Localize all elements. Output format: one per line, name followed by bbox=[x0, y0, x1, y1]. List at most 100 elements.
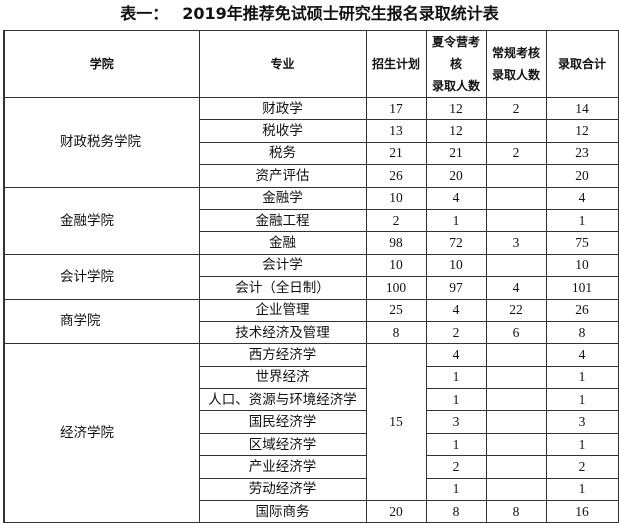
summer-cell: 12 bbox=[425, 96, 487, 121]
table-row: 技术经济及管理 8 2 6 8 bbox=[4, 320, 619, 345]
major-cell: 西方经济学 bbox=[198, 343, 367, 367]
table-row: 经济学院 西方经济学 15 4 4 bbox=[3, 343, 619, 523]
major-cell: 税务 bbox=[198, 141, 367, 166]
summer-cell: 1 bbox=[425, 365, 487, 390]
header-regular: 常规考核 录取人数 bbox=[485, 30, 547, 98]
major-cell: 会计学 bbox=[198, 253, 367, 278]
college-cell: 财政税务学院 bbox=[3, 97, 200, 188]
total-cell: 10 bbox=[545, 253, 619, 278]
major-cell: 企业管理 bbox=[198, 298, 367, 322]
major-cell: 财政学 bbox=[198, 96, 367, 121]
summer-cell: 1 bbox=[425, 432, 487, 457]
total-cell: 4 bbox=[545, 343, 619, 367]
regular-cell bbox=[485, 365, 547, 390]
total-cell: 12 bbox=[545, 119, 619, 143]
header-summer: 夏令营考核 录取人数 bbox=[425, 30, 487, 98]
plan-cell: 98 bbox=[365, 231, 427, 255]
major-cell: 国民经济学 bbox=[198, 410, 367, 434]
regular-cell bbox=[485, 253, 547, 278]
regular-cell bbox=[485, 432, 547, 457]
summer-cell: 2 bbox=[425, 455, 487, 479]
total-cell: 14 bbox=[545, 96, 619, 121]
table-row: 世界经济 1 1 bbox=[4, 365, 619, 390]
table-row: 人口、资源与环境经济学 1 1 bbox=[4, 388, 619, 412]
header-major: 专业 bbox=[198, 30, 367, 98]
college-cell: 经济学院 bbox=[3, 343, 200, 523]
total-cell: 4 bbox=[545, 186, 619, 210]
total-cell: 75 bbox=[545, 231, 619, 255]
admission-statistics-table: 学院 专业 招生计划 夏令营考核 录取人数 常规考核 录取人数 录取合计 财政税务学… bbox=[3, 30, 619, 523]
summer-cell: 8 bbox=[425, 500, 487, 523]
total-cell: 1 bbox=[545, 432, 619, 457]
regular-cell: 8 bbox=[485, 500, 547, 523]
plan-cell: 25 bbox=[365, 298, 427, 322]
total-cell: 1 bbox=[545, 208, 619, 233]
plan-cell: 26 bbox=[365, 164, 427, 188]
college-cell: 会计学院 bbox=[3, 253, 200, 300]
regular-cell bbox=[485, 208, 547, 233]
table-row: 劳动经济学 1 1 bbox=[4, 477, 619, 502]
plan-cell: 100 bbox=[365, 276, 427, 300]
plan-cell: 20 bbox=[365, 500, 427, 523]
summer-cell: 1 bbox=[425, 208, 487, 233]
major-cell: 人口、资源与环境经济学 bbox=[198, 388, 367, 412]
table-row: 税务 21 21 2 23 bbox=[4, 141, 619, 166]
major-cell: 技术经济及管理 bbox=[198, 320, 367, 345]
summer-cell: 4 bbox=[425, 186, 487, 210]
plan-cell: 10 bbox=[365, 253, 427, 278]
regular-cell bbox=[485, 410, 547, 434]
major-cell: 世界经济 bbox=[198, 365, 367, 390]
table-row: 商学院 企业管理 25 4 22 26 bbox=[3, 298, 619, 345]
major-cell: 产业经济学 bbox=[198, 455, 367, 479]
table-row: 国民经济学 3 3 bbox=[4, 410, 619, 434]
summer-cell: 10 bbox=[425, 253, 487, 278]
regular-cell bbox=[485, 388, 547, 412]
regular-cell bbox=[485, 455, 547, 479]
table-row: 会计学院 会计学 10 10 10 bbox=[3, 253, 619, 300]
total-cell: 16 bbox=[545, 500, 619, 523]
summer-cell: 2 bbox=[425, 320, 487, 345]
total-cell: 101 bbox=[545, 276, 619, 300]
total-cell: 23 bbox=[545, 141, 619, 166]
total-cell: 8 bbox=[545, 320, 619, 345]
regular-cell: 3 bbox=[485, 231, 547, 255]
plan-cell: 10 bbox=[365, 186, 427, 210]
plan-cell: 15 bbox=[365, 343, 427, 502]
summer-cell: 4 bbox=[425, 343, 487, 367]
summer-cell: 21 bbox=[425, 141, 487, 166]
total-cell: 1 bbox=[545, 477, 619, 502]
table-title-prefix: 表一： bbox=[120, 4, 169, 23]
college-cell: 金融学院 bbox=[3, 186, 200, 255]
summer-cell: 3 bbox=[425, 410, 487, 434]
plan-cell: 21 bbox=[365, 141, 427, 166]
summer-cell: 97 bbox=[425, 276, 487, 300]
plan-cell: 8 bbox=[365, 320, 427, 345]
regular-cell bbox=[485, 119, 547, 143]
table-title-text: 2019年推荐免试硕士研究生报名录取统计表 bbox=[182, 4, 499, 23]
regular-cell: 6 bbox=[485, 320, 547, 345]
table-row: 金融学院 金融学 10 4 4 bbox=[3, 186, 619, 255]
header-college: 学院 bbox=[3, 30, 200, 98]
major-cell: 税收学 bbox=[198, 119, 367, 143]
header-row: 学院 专业 招生计划 夏令营考核 录取人数 常规考核 录取人数 录取合计 bbox=[3, 30, 619, 98]
total-cell: 20 bbox=[545, 164, 619, 188]
summer-cell: 72 bbox=[425, 231, 487, 255]
summer-cell: 1 bbox=[425, 477, 487, 502]
regular-cell: 22 bbox=[485, 298, 547, 322]
total-cell: 26 bbox=[545, 298, 619, 322]
major-cell: 国际商务 bbox=[198, 500, 367, 523]
header-plan: 招生计划 bbox=[365, 30, 427, 98]
table-row: 财政税务学院 财政学 17 12 2 14 bbox=[3, 96, 619, 188]
regular-cell: 2 bbox=[485, 141, 547, 166]
regular-cell bbox=[485, 186, 547, 210]
major-cell: 区域经济学 bbox=[198, 432, 367, 457]
major-cell: 金融学 bbox=[198, 186, 367, 210]
summer-cell: 1 bbox=[425, 388, 487, 412]
regular-cell bbox=[485, 164, 547, 188]
table-row: 区域经济学 1 1 bbox=[4, 432, 619, 457]
regular-cell: 4 bbox=[485, 276, 547, 300]
summer-cell: 20 bbox=[425, 164, 487, 188]
plan-cell: 2 bbox=[365, 208, 427, 233]
regular-cell bbox=[485, 477, 547, 502]
table-row: 金融工程 2 1 1 bbox=[4, 208, 619, 233]
